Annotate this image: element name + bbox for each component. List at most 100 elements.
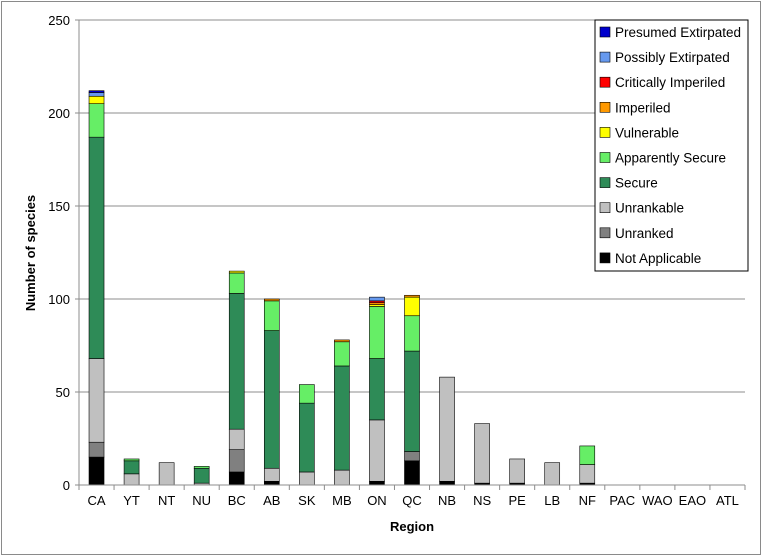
x-tick-label: PAC — [609, 493, 635, 508]
bar-segment — [228, 293, 245, 430]
bar-segment — [263, 298, 280, 302]
legend-swatch — [599, 51, 611, 63]
bar-segment — [579, 464, 596, 484]
bar-segment — [88, 441, 105, 458]
x-tick-label: YT — [123, 493, 140, 508]
legend-swatch — [599, 202, 611, 213]
bar-segment — [369, 296, 385, 302]
y-tick-label: 200 — [48, 106, 70, 121]
bar-segment — [579, 445, 596, 465]
bar-segment — [404, 451, 420, 462]
bar-segment — [123, 473, 140, 486]
legend-swatch — [599, 127, 611, 138]
legend-label: Imperiled — [615, 100, 671, 115]
legend-box — [594, 19, 749, 272]
legend-label: Not Applicable — [615, 251, 701, 266]
bar-segment — [404, 460, 420, 486]
bar-segment — [88, 92, 105, 97]
bar-segment — [544, 462, 561, 486]
legend-label: Unrankable — [615, 201, 684, 216]
x-tick-label: AB — [263, 493, 280, 508]
y-tick-label: 100 — [48, 292, 70, 307]
bar-segment — [334, 469, 350, 486]
bar-segment — [228, 270, 245, 274]
x-tick-label: NS — [473, 493, 491, 508]
bar-segment — [369, 306, 385, 359]
legend-label: Possibly Extirpated — [615, 50, 730, 65]
bar-segment — [88, 136, 105, 359]
x-tick-label: PE — [508, 493, 526, 508]
y-tick-label: 50 — [56, 385, 70, 400]
y-tick-label: 0 — [63, 478, 70, 493]
bar-segment — [123, 460, 140, 475]
legend: Presumed Extirpated Possibly Extirpated Cr… — [594, 19, 749, 272]
axes — [75, 19, 746, 490]
bar-segment — [123, 458, 140, 462]
x-tick-label: LB — [544, 493, 560, 508]
legend-label: Presumed Extirpated — [615, 25, 741, 40]
bar-segment — [299, 384, 315, 404]
bar-segment — [334, 365, 350, 471]
bar-segment — [299, 471, 315, 486]
x-tick-label: ON — [367, 493, 387, 508]
x-tick-label: MB — [332, 493, 352, 508]
bar-segment — [263, 330, 280, 469]
x-tick-label: CA — [87, 493, 105, 508]
bar-segment — [228, 428, 245, 450]
x-axis-title: Region — [390, 519, 434, 534]
bar-segment — [474, 423, 490, 484]
x-tick-label: EAO — [679, 493, 706, 508]
y-tick-label: 250 — [48, 13, 70, 28]
legend-label: Critically Imperiled — [615, 75, 725, 90]
bar-segment — [404, 350, 420, 452]
legend-swatch — [599, 177, 611, 188]
x-tick-label: NT — [158, 493, 175, 508]
bar-segment — [88, 95, 105, 105]
y-axis-title: Number of species — [23, 195, 38, 311]
x-tick-label: QC — [402, 493, 422, 508]
legend-label: Unranked — [615, 226, 674, 241]
bars — [88, 90, 596, 486]
bar-segment — [369, 480, 385, 486]
legend-swatch — [599, 152, 611, 163]
bar-segment — [263, 480, 280, 486]
bar-segment — [263, 300, 280, 331]
bar-segment — [439, 480, 455, 486]
x-tick-label: WAO — [642, 493, 673, 508]
bar-segment — [404, 294, 420, 298]
bar-segment — [193, 467, 210, 484]
legend-swatch — [599, 102, 611, 113]
y-tick-label: 150 — [48, 199, 70, 214]
x-tick-label: NF — [579, 493, 596, 508]
legend-label: Vulnerable — [615, 125, 679, 140]
legend-swatch — [599, 76, 611, 88]
bar-segment — [88, 90, 105, 93]
x-tick-label: BC — [228, 493, 246, 508]
bar-segment — [369, 419, 385, 482]
x-tick-label: ATL — [716, 493, 739, 508]
bar-segment — [88, 358, 105, 443]
bar-segment — [158, 462, 175, 486]
bar-segment — [404, 315, 420, 352]
bar-segment — [193, 466, 210, 469]
bar-segment — [88, 103, 105, 138]
legend-swatch — [599, 252, 611, 264]
bar-segment — [228, 272, 245, 294]
bar-segment — [88, 456, 105, 486]
bar-segment — [228, 471, 245, 486]
bar-segment — [334, 339, 350, 343]
bar-segment — [509, 458, 525, 484]
bar-segment — [334, 341, 350, 367]
bar-segment — [299, 402, 315, 473]
x-tick-label: NB — [438, 493, 456, 508]
x-tick-label: SK — [298, 493, 316, 508]
bar-segment — [228, 449, 245, 473]
legend-label: Apparently Secure — [615, 151, 726, 166]
legend-label: Secure — [615, 176, 658, 191]
bar-segment — [439, 376, 455, 482]
legend-swatch — [599, 227, 611, 239]
tick-labels: 0 50 100 150 200 250 CA YT NT NU BC AB SK MB ON QC NB NS P… — [48, 13, 739, 508]
bar-segment — [263, 467, 280, 482]
bar-segment — [404, 296, 420, 317]
